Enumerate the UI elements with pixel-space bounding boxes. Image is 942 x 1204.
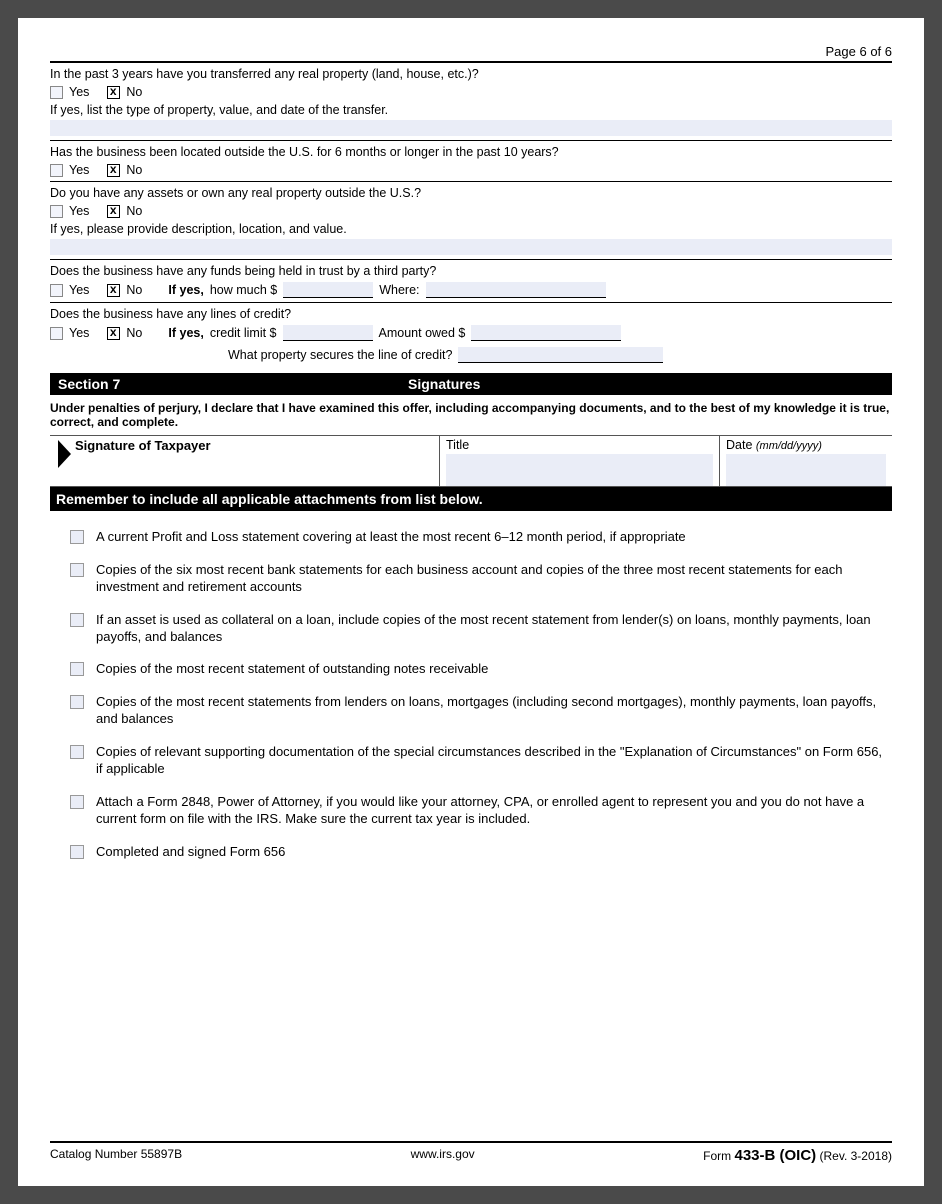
- attach-checkbox-1[interactable]: [70, 563, 84, 577]
- attach-checkbox-5[interactable]: [70, 745, 84, 759]
- attach-text-5: Copies of relevant supporting documentat…: [96, 744, 892, 778]
- q5-yes-label: Yes: [69, 326, 89, 340]
- signature-arrow-icon: [58, 440, 71, 468]
- q3-no-checkbox[interactable]: [107, 205, 120, 218]
- q5-secures-input[interactable]: [458, 347, 663, 363]
- attach-text-2: If an asset is used as collateral on a l…: [96, 612, 892, 646]
- q4-yes-label: Yes: [69, 283, 89, 297]
- q5-creditlimit-input[interactable]: [283, 325, 373, 341]
- q3-no-label: No: [126, 204, 142, 218]
- section-7-label: Section 7: [58, 376, 408, 392]
- sig-date-label: Date: [726, 438, 752, 452]
- attach-checkbox-0[interactable]: [70, 530, 84, 544]
- perjury-statement: Under penalties of perjury, I declare th…: [50, 395, 892, 435]
- q2-yes-label: Yes: [69, 163, 89, 177]
- attach-checkbox-3[interactable]: [70, 662, 84, 676]
- attach-checkbox-7[interactable]: [70, 845, 84, 859]
- attach-text-4: Copies of the most recent statements fro…: [96, 694, 892, 728]
- q3-ifyes: If yes, please provide description, loca…: [50, 222, 892, 239]
- page-number: Page 6 of 6: [50, 40, 892, 61]
- q5-amountowed-label: Amount owed $: [379, 326, 466, 340]
- sig-title-label: Title: [446, 438, 713, 452]
- signature-table: Signature of Taxpayer Title Date (mm/dd/…: [50, 435, 892, 487]
- q4-no-label: No: [126, 283, 142, 297]
- footer-catalog: Catalog Number 55897B: [50, 1147, 182, 1164]
- sig-title-field[interactable]: [446, 454, 713, 486]
- q1-yes-checkbox[interactable]: [50, 86, 63, 99]
- q3-yes-label: Yes: [69, 204, 89, 218]
- attach-checkbox-4[interactable]: [70, 695, 84, 709]
- q1-no-checkbox[interactable]: [107, 86, 120, 99]
- q5-no-checkbox[interactable]: [107, 327, 120, 340]
- q4-no-checkbox[interactable]: [107, 284, 120, 297]
- q2-no-checkbox[interactable]: [107, 164, 120, 177]
- q4-yes-checkbox[interactable]: [50, 284, 63, 297]
- q5-no-label: No: [126, 326, 142, 340]
- page-footer: Catalog Number 55897B www.irs.gov Form 4…: [50, 1141, 892, 1164]
- q3-text: Do you have any assets or own any real p…: [50, 182, 892, 202]
- q2-no-label: No: [126, 163, 142, 177]
- q3-yes-checkbox[interactable]: [50, 205, 63, 218]
- remember-bar: Remember to include all applicable attac…: [50, 487, 892, 511]
- section-7-title: Signatures: [408, 376, 884, 392]
- q5-amountowed-input[interactable]: [471, 325, 621, 341]
- attach-text-6: Attach a Form 2848, Power of Attorney, i…: [96, 794, 892, 828]
- q2-text: Has the business been located outside th…: [50, 141, 892, 161]
- q5-text: Does the business have any lines of cred…: [50, 303, 892, 323]
- q5-yes-checkbox[interactable]: [50, 327, 63, 340]
- attach-text-0: A current Profit and Loss statement cove…: [96, 529, 686, 546]
- q5-creditlimit-label: credit limit $: [210, 326, 277, 340]
- q1-no-label: No: [126, 85, 142, 99]
- q4-howmuch-label: how much $: [210, 283, 277, 297]
- attach-text-7: Completed and signed Form 656: [96, 844, 285, 861]
- footer-form: Form 433-B (OIC) (Rev. 3-2018): [703, 1147, 892, 1164]
- q4-where-input[interactable]: [426, 282, 606, 298]
- attach-checkbox-2[interactable]: [70, 613, 84, 627]
- q5-ifyes-label: If yes,: [168, 326, 203, 340]
- attach-checkbox-6[interactable]: [70, 795, 84, 809]
- sig-taxpayer-field[interactable]: [75, 453, 433, 485]
- q4-ifyes-label: If yes,: [168, 283, 203, 297]
- attach-text-3: Copies of the most recent statement of o…: [96, 661, 488, 678]
- section-7-header: Section 7 Signatures: [50, 373, 892, 395]
- q4-howmuch-input[interactable]: [283, 282, 373, 298]
- q1-text: In the past 3 years have you transferred…: [50, 63, 892, 83]
- q4-text: Does the business have any funds being h…: [50, 260, 892, 280]
- q5-secures-label: What property secures the line of credit…: [228, 348, 452, 362]
- attach-text-1: Copies of the six most recent bank state…: [96, 562, 892, 596]
- q1-ifyes: If yes, list the type of property, value…: [50, 103, 892, 120]
- q4-where-label: Where:: [379, 283, 419, 297]
- q1-yes-label: Yes: [69, 85, 89, 99]
- q1-input-line[interactable]: [50, 120, 892, 136]
- sig-date-field[interactable]: [726, 454, 886, 486]
- attachments-list: A current Profit and Loss statement cove…: [50, 511, 892, 861]
- q3-input-line[interactable]: [50, 239, 892, 255]
- sig-taxpayer-label: Signature of Taxpayer: [75, 438, 433, 453]
- form-page: Page 6 of 6 In the past 3 years have you…: [18, 18, 924, 1186]
- sig-date-format: (mm/dd/yyyy): [756, 440, 822, 452]
- footer-url: www.irs.gov: [411, 1147, 475, 1164]
- q2-yes-checkbox[interactable]: [50, 164, 63, 177]
